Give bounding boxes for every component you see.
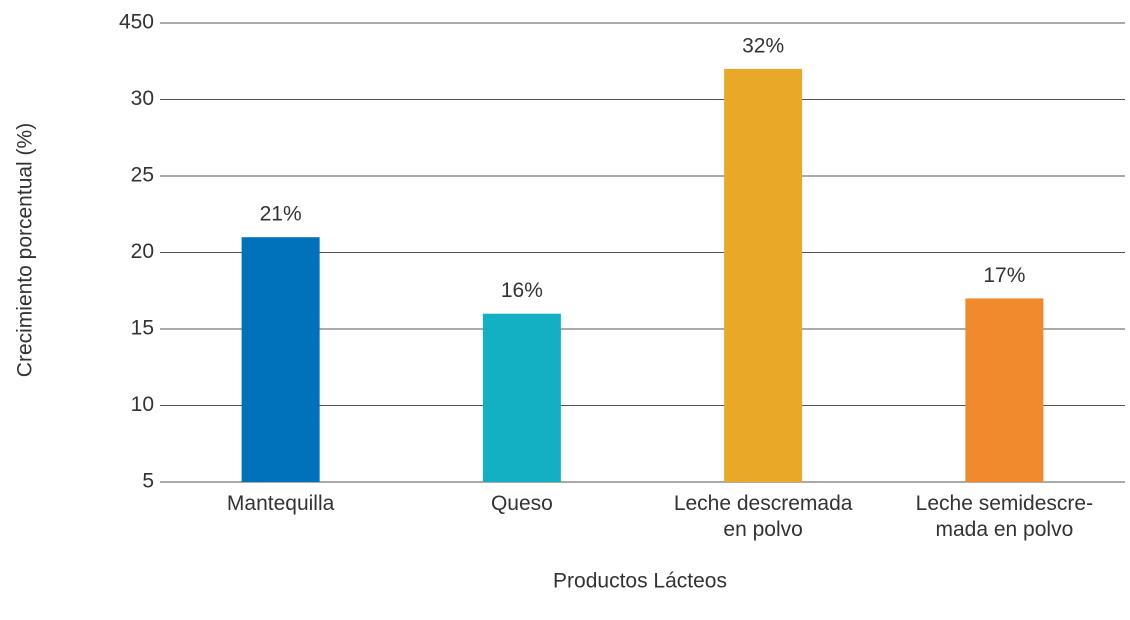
y-tick-label: 10: [131, 393, 154, 416]
y-tick-label: 20: [131, 240, 154, 263]
y-tick-label: 5: [142, 470, 154, 493]
data-label: 16%: [501, 279, 543, 302]
y-axis-label: Crecimiento porcentual (%): [14, 123, 37, 377]
x-tick-label: Leche descremada en polvo: [674, 492, 853, 541]
x-tick-label: Leche semidescre-mada en polvo: [916, 492, 1093, 541]
bar: [241, 237, 320, 482]
bar: [482, 313, 561, 482]
y-tick-label: 450: [119, 11, 154, 34]
x-tick-label: Queso: [491, 492, 553, 515]
data-label: 17%: [983, 264, 1025, 287]
bar: [965, 298, 1044, 482]
y-tick-label: 15: [131, 317, 154, 340]
x-tick-label: Mantequilla: [227, 492, 335, 515]
y-tick-label: 30: [131, 87, 154, 110]
x-axis-label: Productos Lácteos: [553, 570, 727, 593]
data-label: 21%: [260, 203, 302, 226]
data-label: 32%: [742, 34, 784, 57]
y-tick-label: 25: [131, 164, 154, 187]
bar: [724, 68, 803, 483]
